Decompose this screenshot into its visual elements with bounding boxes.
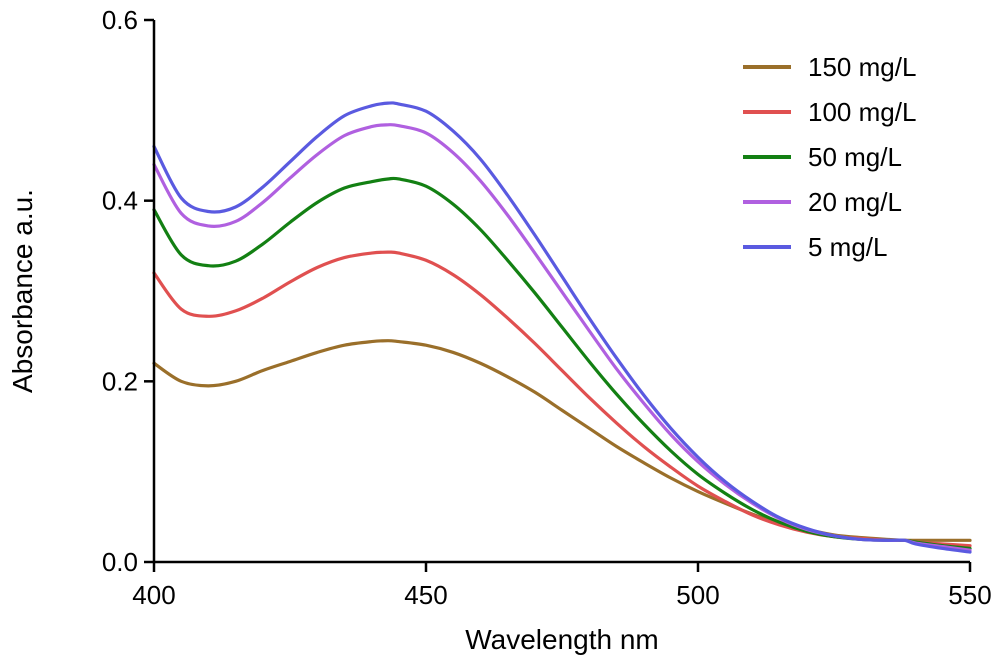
y-tick-label: 0.0 — [102, 547, 138, 577]
y-tick-label: 0.6 — [102, 5, 138, 35]
x-tick-label: 500 — [676, 580, 719, 610]
x-axis-title: Wavelength nm — [465, 624, 659, 655]
y-tick-label: 0.4 — [102, 186, 138, 216]
series-line-5-mg-l — [152, 101, 972, 554]
legend: 150 mg/L 100 mg/L 50 mg/L 20 mg/L 5 mg/L — [743, 52, 916, 262]
legend-label: 50 mg/L — [808, 142, 902, 172]
x-tick-label: 550 — [948, 580, 991, 610]
x-tick-label: 400 — [132, 580, 175, 610]
y-axis-title: Absorbance a.u. — [7, 189, 38, 393]
ticks-layer: 400 450 500 550 0.0 0.2 0.4 0.6 — [102, 5, 992, 610]
series-line-100-mg-l — [152, 250, 972, 548]
legend-label: 20 mg/L — [808, 187, 902, 217]
legend-label: 100 mg/L — [808, 97, 916, 127]
axes-layer — [152, 20, 970, 564]
series-layer — [152, 101, 972, 554]
legend-label: 5 mg/L — [808, 232, 888, 262]
y-tick-label: 0.2 — [102, 366, 138, 396]
legend-label: 150 mg/L — [808, 52, 916, 82]
x-tick-label: 450 — [404, 580, 447, 610]
